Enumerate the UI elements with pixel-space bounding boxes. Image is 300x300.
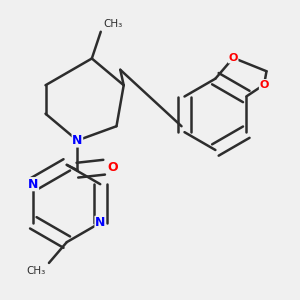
Text: N: N xyxy=(72,134,82,147)
Text: CH₃: CH₃ xyxy=(27,266,46,276)
Text: O: O xyxy=(260,80,269,90)
Text: N: N xyxy=(95,216,105,229)
Text: O: O xyxy=(108,161,118,174)
Text: N: N xyxy=(28,178,38,191)
Text: CH₃: CH₃ xyxy=(104,19,123,29)
Text: O: O xyxy=(229,53,238,63)
